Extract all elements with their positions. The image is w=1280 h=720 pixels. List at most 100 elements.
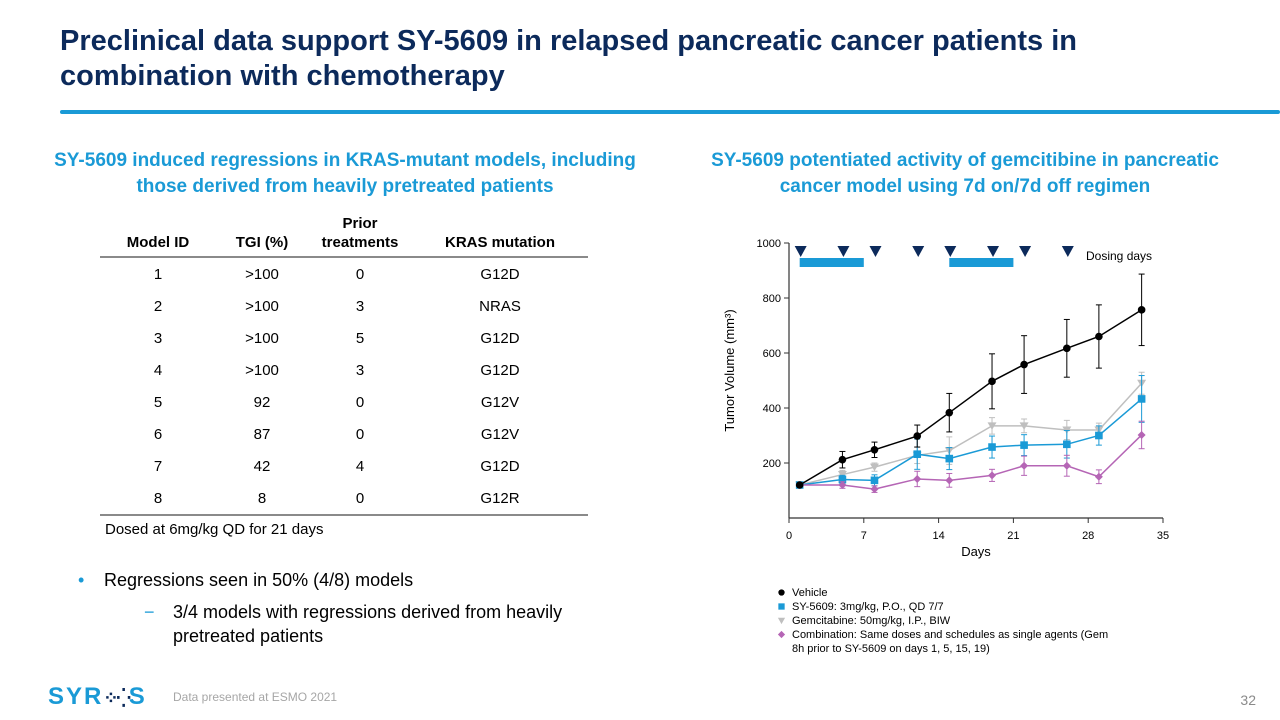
legend-item-vehicle: Vehicle: [775, 586, 1112, 600]
cell-tgi: >100: [245, 265, 279, 283]
dosing-bar: [799, 258, 864, 267]
dosing-day-marker: [869, 246, 882, 257]
cell-kras-mutation: G12D: [480, 265, 520, 283]
table-row: 2 >100 3 NRAS: [100, 290, 588, 322]
data-point: [870, 485, 879, 494]
data-point: [1020, 360, 1028, 369]
page-number: 32: [1240, 692, 1256, 708]
data-point: [838, 455, 847, 464]
cell-tgi: >100: [245, 297, 279, 315]
cell-tgi: >100: [245, 361, 279, 379]
logo-dots-icon: ⁘⁛: [103, 688, 130, 708]
y-tick-label: 200: [763, 458, 781, 470]
table-row: 4 >100 3 G12D: [100, 354, 588, 386]
dosing-day-marker: [1019, 246, 1032, 257]
legend-label: Combination: Same doses and schedules as…: [792, 629, 1109, 655]
cell-prior-treatments: 4: [355, 457, 365, 475]
triangle-marker-icon: [777, 617, 786, 625]
data-point: [838, 475, 847, 484]
data-point: [1062, 461, 1071, 470]
slide-title: Preclinical data support SY-5609 in rela…: [60, 25, 1078, 92]
legend-item-sy5609: SY-5609: 3mg/kg, P.O., QD 7/7: [775, 600, 1112, 614]
legend-label: Vehicle: [792, 587, 828, 599]
dosing-bar: [949, 258, 1014, 267]
series-line: [799, 434, 1143, 490]
bullet-marker: •: [78, 570, 85, 590]
table-row: 1 >100 0 G12D: [100, 257, 588, 290]
logo-text-a: SY: [48, 683, 85, 710]
cell-kras-mutation: G12D: [480, 329, 520, 347]
dosing-days-label: Dosing days: [1086, 249, 1152, 263]
data-point: [945, 476, 954, 485]
data-point: [1137, 395, 1146, 403]
square-marker-icon: [778, 603, 785, 610]
cell-model-id: 5: [153, 393, 163, 411]
cell-kras-mutation: G12R: [412, 482, 588, 516]
data-point: [1020, 441, 1028, 449]
cell-kras-mutation: G12D: [480, 457, 520, 475]
data-point: [988, 443, 996, 451]
sub-bullet-item: − 3/4 models with regressions derived fr…: [78, 600, 598, 648]
cell-model-id: 1: [153, 265, 163, 283]
table-row: 7 42 4 G12D: [100, 450, 588, 482]
table-row: 3 >100 5 G12D: [100, 322, 588, 354]
syros-logo: SYR⁘⁛S: [48, 683, 147, 711]
cell-kras-mutation: G12D: [480, 361, 520, 379]
data-point: [913, 474, 922, 483]
header-model-id: Model ID: [100, 214, 216, 258]
data-point: [870, 446, 879, 454]
models-table: Model ID TGI (%) Prior treatments KRAS m…: [100, 214, 588, 516]
legend-label: Gemcitabine: 50mg/kg, I.P., BIW: [792, 615, 951, 627]
cell-kras-mutation: G12V: [480, 425, 520, 443]
cell-model-id: 8: [100, 482, 216, 516]
y-tick-label: 1000: [757, 238, 781, 250]
data-point: [1063, 344, 1071, 353]
header-tgi: TGI (%): [216, 214, 308, 258]
dosing-day-marker: [912, 246, 925, 257]
series-line: [799, 309, 1143, 486]
cell-model-id: 3: [153, 329, 163, 347]
dosing-day-marker: [987, 246, 1000, 257]
x-tick-label: 35: [1157, 530, 1169, 542]
data-point: [1063, 440, 1071, 449]
sub-bullet-text: 3/4 models with regressions derived from…: [173, 602, 563, 646]
cell-tgi: 42: [253, 457, 271, 475]
table-header-row: Model ID TGI (%) Prior treatments KRAS m…: [100, 214, 588, 258]
cell-model-id: 2: [153, 297, 163, 315]
cell-kras-mutation: NRAS: [479, 297, 521, 315]
data-point: [1095, 332, 1103, 341]
cell-tgi: 87: [253, 425, 271, 443]
table-footnote: Dosed at 6mg/kg QD for 21 days: [105, 521, 324, 538]
logo-text-c: S: [128, 683, 147, 710]
data-point: [1020, 461, 1029, 470]
title-divider: [60, 110, 1280, 114]
dosing-day-marker: [837, 246, 850, 257]
data-point: [987, 422, 997, 430]
dosing-day-marker: [944, 246, 957, 257]
chart-legend: Vehicle SY-5609: 3mg/kg, P.O., QD 7/7 Ge…: [775, 586, 1112, 656]
x-tick-label: 14: [932, 530, 944, 542]
data-point: [837, 471, 847, 479]
dosing-day-marker: [794, 246, 807, 257]
bullet-list: • Regressions seen in 50% (4/8) models −…: [78, 568, 598, 648]
cell-model-id: 7: [153, 457, 163, 475]
y-axis-label: Tumor Volume (mm³): [722, 309, 737, 431]
cell-prior-treatments: 0: [355, 265, 365, 283]
table-row: 8 8 0 G12R: [100, 482, 588, 516]
legend-label: SY-5609: 3mg/kg, P.O., QD 7/7: [792, 601, 944, 613]
data-point: [945, 408, 954, 417]
x-tick-label: 21: [1007, 530, 1019, 542]
cell-prior-treatments: 0: [308, 482, 412, 516]
y-tick-label: 400: [763, 403, 781, 415]
series-line: [799, 382, 1143, 486]
cell-prior-treatments: 0: [355, 425, 365, 443]
data-point: [988, 471, 997, 480]
series-line: [799, 398, 1143, 486]
bullet-text: Regressions seen in 50% (4/8) models: [104, 570, 414, 590]
data-point: [870, 476, 879, 485]
data-point: [988, 377, 996, 386]
dosing-day-marker: [1061, 246, 1074, 257]
y-tick-label: 600: [763, 348, 781, 360]
x-tick-label: 7: [861, 530, 867, 542]
x-axis-label: Days: [961, 544, 991, 559]
